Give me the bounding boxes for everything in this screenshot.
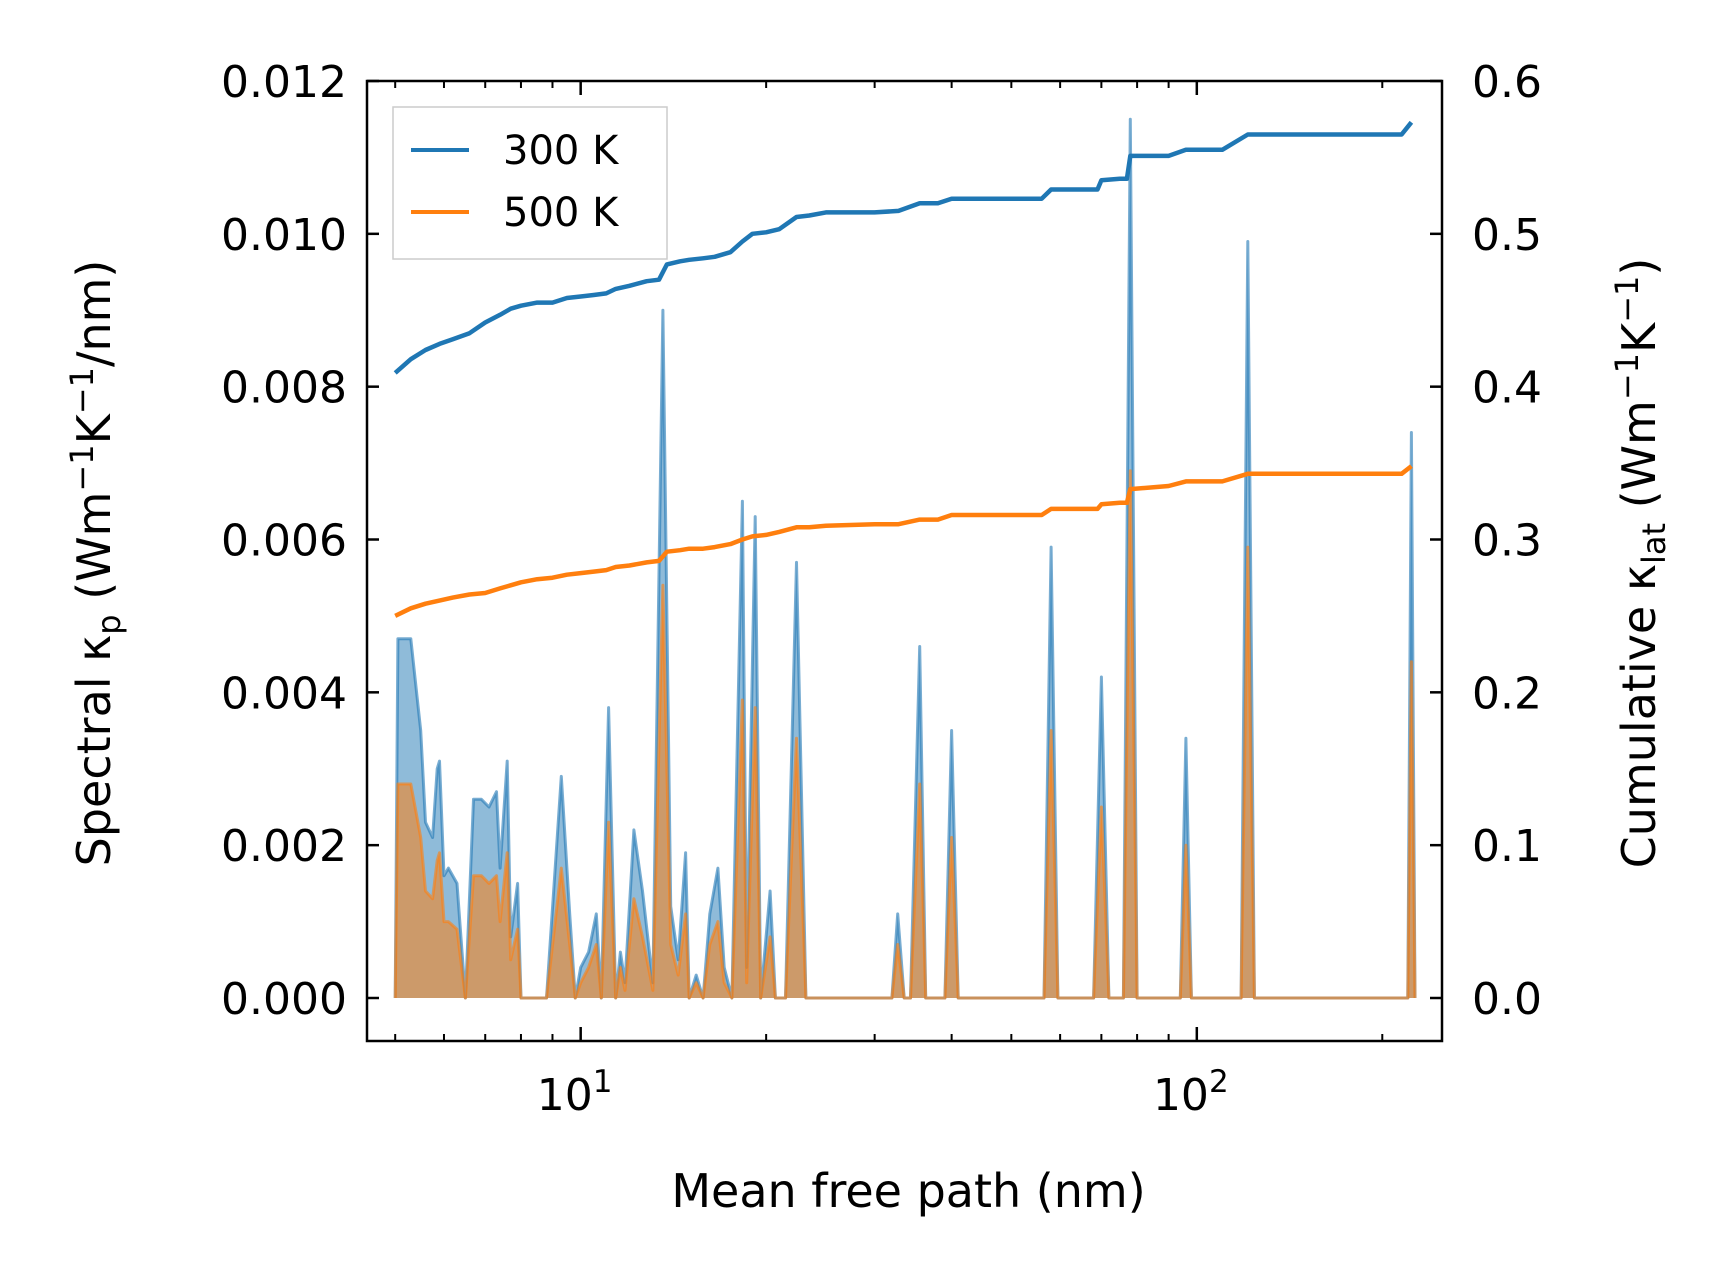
left-y-tick-label: 0.010 [221, 210, 347, 261]
right-y-tick-label: 0.3 [1472, 516, 1542, 567]
x-tick-label: 101 [537, 1064, 613, 1121]
legend: 300 K 500 K [392, 106, 668, 260]
plot-frame [365, 79, 1444, 1043]
right-y-tick-label: 0.6 [1472, 57, 1542, 108]
ticks-layer: 0.000 0.002 0.004 0.006 0.008 0.010 0.012 0.0 0.… [221, 57, 1542, 1121]
left-y-label-sup1: −1 [63, 444, 101, 491]
left-y-tick-label: 0.002 [221, 821, 347, 872]
left-y-tick-label: 0.012 [221, 57, 347, 108]
right-y-label-subscript: lat [1635, 523, 1673, 564]
legend-label-300k: 300 K [503, 128, 620, 174]
right-y-tick-label: 0.4 [1472, 363, 1542, 414]
right-y-axis-label: Cumulative κlat (Wm−1K−1) [1608, 258, 1673, 869]
right-y-tick-label: 0.0 [1472, 974, 1542, 1025]
cumulative-line-300k [393, 120, 1414, 375]
right-y-label-sup2: −1 [1608, 276, 1646, 323]
right-y-label-sup1: −1 [1608, 353, 1646, 400]
plot-layer [393, 117, 1417, 1000]
right-y-label-main: Cumulative κ [1612, 564, 1666, 868]
left-y-tick-label: 0.000 [221, 974, 347, 1025]
left-y-tick-label: 0.004 [221, 668, 347, 719]
left-y-label-main: Spectral κ [67, 635, 121, 867]
right-y-tick-label: 0.2 [1472, 668, 1542, 719]
x-axis-label: Mean free path (nm) [671, 1164, 1145, 1218]
right-y-label-units-pre: (Wm [1612, 400, 1666, 523]
cumulative-line-500k [394, 464, 1413, 618]
right-y-tick-label: 0.5 [1472, 210, 1542, 261]
left-y-label-units-mid: K [67, 412, 121, 444]
right-y-label-units-mid: K [1612, 321, 1666, 353]
x-tick-label: 102 [1153, 1064, 1229, 1121]
left-y-label-units-pre: (Wm [67, 492, 121, 615]
spectral-area-500k [395, 470, 1415, 998]
left-y-label-units-post: /nm) [67, 260, 121, 367]
right-y-label-units-post: ) [1612, 258, 1666, 276]
left-y-axis-label: Spectral κp (Wm−1K−1/nm) [63, 260, 128, 867]
left-y-label-subscript: p [90, 614, 128, 634]
left-y-tick-label: 0.006 [221, 516, 347, 567]
left-y-tick-label: 0.008 [221, 363, 347, 414]
left-y-label-sup2: −1 [63, 367, 101, 414]
right-y-tick-label: 0.1 [1472, 821, 1542, 872]
legend-label-500k: 500 K [503, 190, 620, 236]
legend-box [392, 106, 668, 260]
spectral-line-500k [393, 469, 1417, 1000]
